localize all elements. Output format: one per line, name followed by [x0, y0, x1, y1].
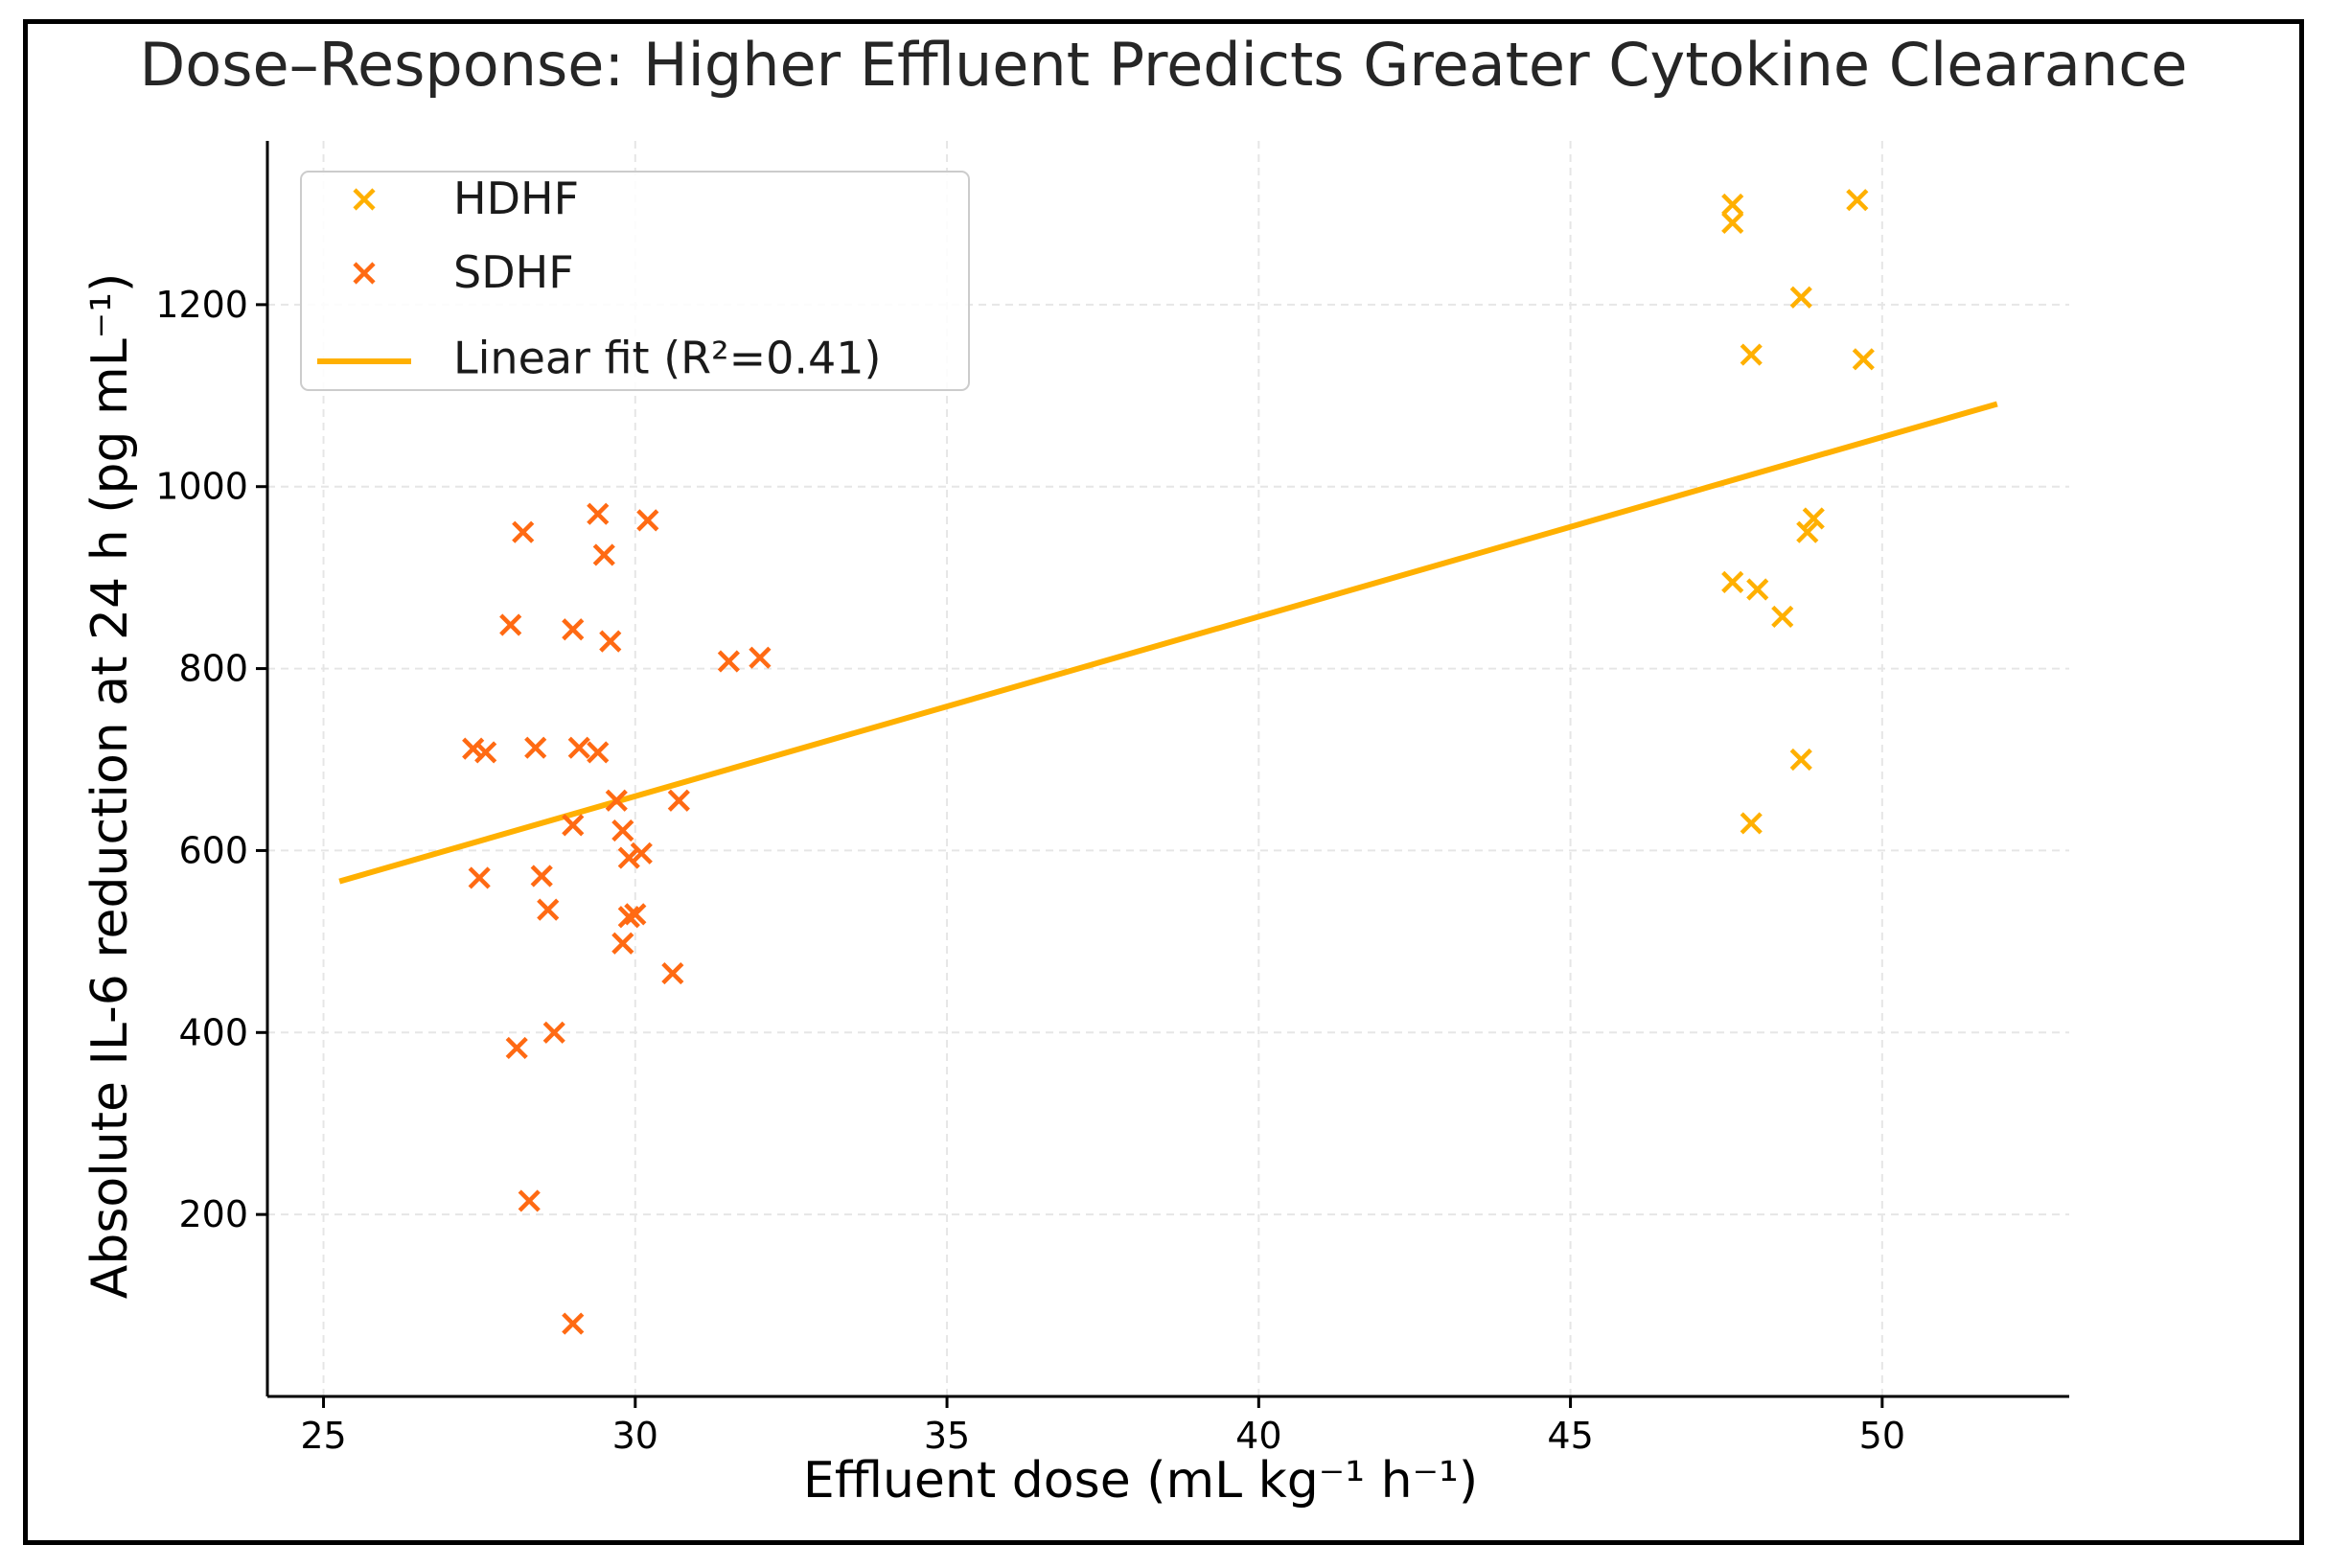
- y-tick-label: 400: [178, 1011, 248, 1053]
- y-tick-label: 200: [178, 1193, 248, 1235]
- x-tick-label: 35: [924, 1415, 970, 1457]
- x-tick-label: 50: [1859, 1415, 1905, 1457]
- data-point-sdhf: [514, 522, 533, 542]
- data-point-sdhf: [588, 504, 608, 523]
- data-point-sdhf: [539, 900, 558, 919]
- data-point-hdhf: [1723, 213, 1742, 232]
- linear-fit-line: [342, 404, 1994, 880]
- data-point-hdhf: [1741, 345, 1761, 364]
- y-tick-label: 1000: [155, 466, 248, 508]
- data-point-sdhf: [507, 1038, 526, 1057]
- data-point-sdhf: [564, 620, 583, 639]
- data-point-sdhf: [588, 743, 608, 762]
- data-point-sdhf: [569, 738, 588, 757]
- data-point-sdhf: [532, 866, 551, 886]
- data-point-hdhf: [1854, 350, 1873, 369]
- fit-layer: [342, 404, 1994, 880]
- data-point-sdhf: [544, 1023, 564, 1042]
- x-tick-label: 40: [1235, 1415, 1281, 1457]
- data-point-sdhf: [663, 964, 682, 983]
- data-point-sdhf: [564, 816, 583, 835]
- data-point-sdhf: [519, 1191, 539, 1211]
- data-point-sdhf: [594, 545, 613, 565]
- x-tick-label: 45: [1547, 1415, 1593, 1457]
- data-point-hdhf: [1848, 191, 1867, 210]
- y-tick-label: 600: [178, 829, 248, 871]
- data-point-sdhf: [601, 632, 620, 651]
- data-point-sdhf: [613, 934, 633, 953]
- data-point-sdhf: [501, 615, 520, 634]
- data-point-sdhf: [564, 1314, 583, 1333]
- data-point-hdhf: [1748, 580, 1767, 599]
- legend: HDHF SDHF Linear fit (R²=0.41): [301, 172, 969, 390]
- x-tick-label: 25: [300, 1415, 346, 1457]
- x-axis-label: Effluent dose (mL kg⁻¹ h⁻¹): [803, 1452, 1478, 1510]
- x-tick-label: 30: [612, 1415, 658, 1457]
- y-tick-label: 1200: [155, 284, 248, 326]
- y-tick-label: 800: [178, 648, 248, 690]
- ticks: 25 30 35 40 45 50 200 400 600 800 1000 1200: [155, 284, 1905, 1457]
- data-point-sdhf: [470, 868, 489, 888]
- legend-label-sdhf: SDHF: [453, 246, 574, 298]
- data-point-sdhf: [526, 738, 545, 757]
- data-point-sdhf: [669, 791, 688, 810]
- figure-frame: 25 30 35 40 45 50 200 400 600 800 1000 1200 Dose–Re…: [23, 19, 2304, 1545]
- data-point-hdhf: [1723, 572, 1742, 591]
- chart-title: Dose–Response: Higher Effluent Predicts …: [140, 30, 2188, 100]
- data-point-hdhf: [1791, 750, 1810, 770]
- data-point-hdhf: [1741, 814, 1761, 833]
- data-point-sdhf: [750, 648, 770, 667]
- y-axis-label: Absolute IL-6 reduction at 24 h (pg mL⁻¹…: [81, 273, 139, 1300]
- data-point-sdhf: [638, 511, 657, 530]
- data-point-hdhf: [1773, 607, 1792, 626]
- legend-label-fit: Linear fit (R²=0.41): [453, 333, 881, 384]
- legend-label-hdhf: HDHF: [453, 173, 579, 224]
- scatter-chart: 25 30 35 40 45 50 200 400 600 800 1000 1200 Dose–Re…: [28, 24, 2299, 1540]
- data-point-hdhf: [1723, 195, 1742, 214]
- data-point-sdhf: [613, 821, 633, 841]
